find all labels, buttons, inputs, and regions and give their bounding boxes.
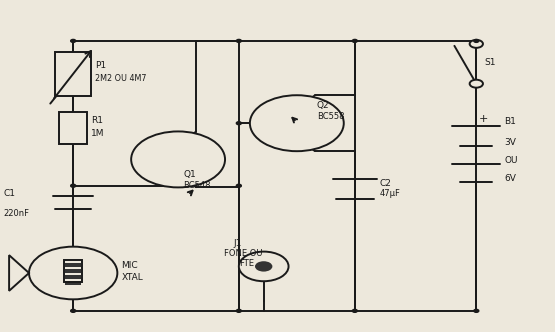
Text: OU: OU (504, 156, 518, 165)
Bar (65, 281, 81, 285)
Circle shape (236, 40, 241, 42)
Circle shape (352, 40, 357, 42)
Bar (59, 112, 87, 144)
Text: Q2: Q2 (317, 101, 329, 110)
Text: BC558: BC558 (317, 112, 344, 121)
Circle shape (70, 309, 75, 312)
Text: 47μF: 47μF (380, 189, 401, 198)
Text: Q1: Q1 (183, 170, 196, 179)
Text: 220nF: 220nF (3, 209, 29, 218)
Bar (64, 260, 82, 282)
Text: B1: B1 (504, 117, 516, 126)
Circle shape (70, 40, 75, 42)
Circle shape (470, 40, 483, 48)
Text: 3V: 3V (504, 138, 516, 147)
Text: XTAL: XTAL (122, 274, 143, 283)
Circle shape (250, 95, 344, 151)
Circle shape (474, 40, 479, 42)
Circle shape (29, 247, 117, 299)
Bar (65, 263, 81, 267)
Text: +: + (478, 114, 488, 124)
Text: FONE OU: FONE OU (224, 249, 263, 258)
Circle shape (236, 184, 241, 187)
Text: P1: P1 (95, 61, 106, 70)
Circle shape (470, 80, 483, 88)
Text: R1: R1 (91, 116, 103, 125)
Text: 6V: 6V (504, 174, 516, 183)
Text: FTE: FTE (239, 259, 254, 268)
Text: BC548: BC548 (183, 181, 210, 190)
Text: C1: C1 (3, 189, 16, 198)
Bar (65, 269, 81, 273)
Text: 1M: 1M (91, 128, 104, 137)
Text: MIC: MIC (122, 261, 138, 270)
Circle shape (239, 252, 289, 281)
Bar (56, 52, 91, 96)
Text: C2: C2 (380, 179, 392, 188)
Bar (65, 275, 81, 279)
Text: S1: S1 (485, 58, 496, 67)
Circle shape (236, 122, 241, 125)
Text: 2M2 OU 4M7: 2M2 OU 4M7 (95, 74, 147, 83)
Circle shape (236, 309, 241, 312)
Circle shape (131, 131, 225, 187)
Circle shape (255, 261, 273, 272)
Circle shape (352, 309, 357, 312)
Polygon shape (9, 255, 29, 291)
Circle shape (70, 184, 75, 187)
Circle shape (474, 309, 479, 312)
Text: J1: J1 (234, 239, 242, 248)
